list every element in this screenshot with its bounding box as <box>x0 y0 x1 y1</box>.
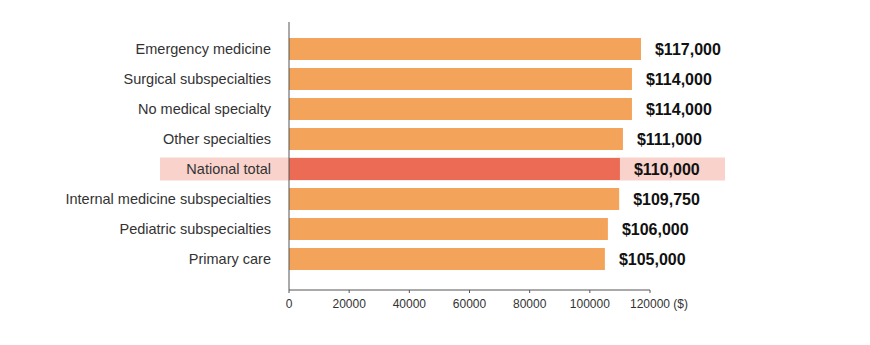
category-label: National total <box>186 161 271 177</box>
y-axis-line <box>289 22 290 290</box>
data-label: $114,000 <box>646 101 712 118</box>
category-label: Pediatric subspecialties <box>119 221 271 237</box>
category-label: Primary care <box>189 251 271 267</box>
category-label: Surgical subspecialties <box>124 71 272 87</box>
bar <box>289 38 641 60</box>
tick-mark <box>589 290 590 293</box>
highlight-band <box>160 158 725 181</box>
data-label: $106,000 <box>622 221 689 238</box>
chart-svg: Emergency medicine Surgical subspecialtie… <box>0 0 870 345</box>
tick-label: 80000 <box>513 297 547 311</box>
category-label: Emergency medicine <box>136 41 271 57</box>
bar <box>289 248 605 270</box>
chart-root: Emergency medicine Surgical subspecialtie… <box>0 0 870 345</box>
tick-label: 40000 <box>393 297 427 311</box>
bar <box>289 158 620 180</box>
data-label: $111,000 <box>637 131 702 148</box>
category-label: Other specialties <box>163 131 271 147</box>
tick-mark <box>349 290 350 293</box>
category-label: Internal medicine subspecialties <box>65 191 271 207</box>
tick-label: 0 <box>286 297 293 311</box>
bar <box>289 68 632 90</box>
bar <box>289 128 623 150</box>
bar <box>289 188 619 210</box>
tick-mark <box>409 290 410 293</box>
bar <box>289 218 608 240</box>
data-label: $114,000 <box>646 71 712 88</box>
data-label: $110,000 <box>634 161 700 178</box>
category-label: No medical specialty <box>138 101 272 117</box>
tick-mark <box>650 290 651 293</box>
bars <box>289 38 641 270</box>
tick-mark <box>529 290 530 293</box>
tick-mark <box>289 290 290 293</box>
tick-label: 100000 <box>570 297 610 311</box>
data-label: $109,750 <box>633 191 700 208</box>
bar <box>289 98 632 120</box>
data-label: $117,000 <box>655 41 721 58</box>
tick-label: 120000 ($) <box>630 297 688 311</box>
tick-label: 20000 <box>332 297 366 311</box>
data-label: $105,000 <box>619 251 686 268</box>
tick-label: 60000 <box>453 297 487 311</box>
tick-mark <box>469 290 470 293</box>
